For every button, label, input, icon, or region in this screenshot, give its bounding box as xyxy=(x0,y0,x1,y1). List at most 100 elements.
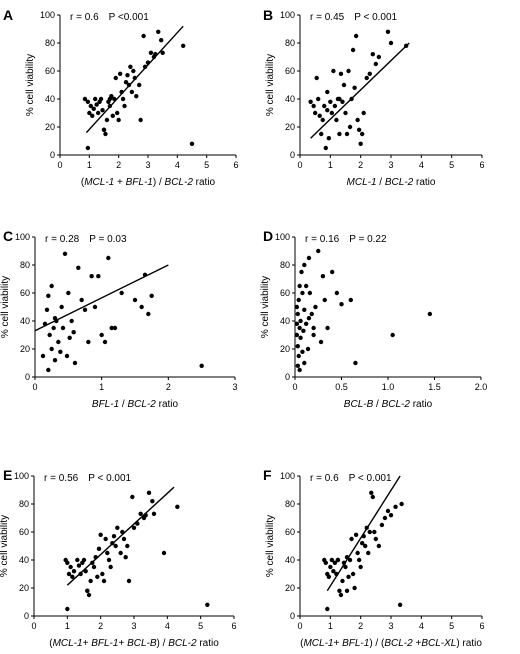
data-point-c xyxy=(139,304,144,310)
y-tick-label-d: 80 xyxy=(280,260,290,270)
data-point-e xyxy=(108,564,113,570)
data-point-b xyxy=(376,54,382,60)
data-point-c xyxy=(69,318,74,324)
data-point-a xyxy=(128,64,133,70)
data-point-b xyxy=(344,131,350,137)
data-point-d xyxy=(299,269,304,275)
regression-line-b xyxy=(310,42,410,139)
data-point-f xyxy=(343,564,348,570)
data-point-f xyxy=(356,557,362,563)
data-point-d xyxy=(297,367,302,373)
data-point-d xyxy=(296,297,301,303)
data-point-d xyxy=(300,290,305,296)
data-point-c xyxy=(119,290,124,296)
data-point-d xyxy=(300,349,305,354)
data-point-f xyxy=(358,564,363,570)
x-tick-label-b: 2 xyxy=(358,160,363,170)
data-point-b xyxy=(323,145,328,151)
y-tick-label-e: 60 xyxy=(19,527,29,537)
stat-r-c: r = 0.28 xyxy=(45,234,80,245)
regression-line-e xyxy=(66,486,175,586)
data-point-a xyxy=(189,141,195,146)
stats-f: r = 0.6 P < 0.001 xyxy=(310,473,392,484)
stat-p-c: P = 0.03 xyxy=(89,234,127,245)
data-point-b xyxy=(341,82,347,88)
data-point-a xyxy=(113,75,118,81)
data-point-a xyxy=(115,110,120,116)
data-point-e xyxy=(105,550,110,556)
data-point-e xyxy=(91,564,97,570)
y-tick-label-a: 80 xyxy=(45,38,55,48)
data-point-d xyxy=(298,335,303,340)
data-point-b xyxy=(325,89,330,95)
y-tick-label-b: 0 xyxy=(290,150,295,160)
data-point-d xyxy=(313,304,318,310)
data-point-b xyxy=(343,110,348,116)
data-point-e xyxy=(95,574,100,579)
y-tick-label-a: 100 xyxy=(40,10,55,20)
data-point-c xyxy=(146,311,151,317)
data-point-c xyxy=(62,251,68,256)
data-point-c xyxy=(46,293,51,298)
data-point-b xyxy=(337,131,342,137)
x-tick-label-b: 1 xyxy=(328,160,333,170)
x-tick-label-a: 1 xyxy=(87,160,92,170)
data-point-b xyxy=(352,85,357,91)
stats-d: r = 0.16 P = 0.22 xyxy=(305,234,387,245)
data-point-f xyxy=(331,569,336,574)
data-point-f xyxy=(393,504,398,509)
data-point-b xyxy=(338,71,344,77)
data-point-f xyxy=(399,501,404,507)
y-tick-label-f: 100 xyxy=(280,471,295,481)
data-point-c xyxy=(99,332,104,338)
y-tick-label-c: 40 xyxy=(20,316,30,326)
data-point-c xyxy=(71,330,76,335)
x-axis-label-a: (MCL-1 + BFL-1) / BCL-2 ratio xyxy=(81,177,216,188)
data-point-d xyxy=(295,311,300,317)
data-point-a xyxy=(148,50,154,55)
data-point-e xyxy=(103,536,108,542)
data-point-f xyxy=(388,513,394,518)
data-point-e xyxy=(121,536,127,542)
data-point-f xyxy=(347,557,353,563)
x-tick-label-d: 1.5 xyxy=(428,382,441,392)
y-tick-label-a: 40 xyxy=(45,94,55,104)
data-point-c xyxy=(96,274,101,279)
x-tick-label-c: 0 xyxy=(32,382,37,392)
data-point-e xyxy=(98,532,103,537)
data-point-f xyxy=(341,560,347,565)
data-point-b xyxy=(347,124,353,130)
data-point-e xyxy=(66,571,72,577)
data-point-c xyxy=(89,274,94,279)
x-tick-label-e: 5 xyxy=(198,621,203,631)
data-point-b xyxy=(358,141,363,146)
x-tick-label-d: 2.0 xyxy=(475,382,488,392)
data-point-a xyxy=(116,117,121,123)
data-point-a xyxy=(87,110,92,116)
data-point-f xyxy=(382,515,388,521)
data-point-d xyxy=(297,283,302,289)
data-point-e xyxy=(78,571,83,577)
data-point-b xyxy=(320,117,325,123)
data-point-b xyxy=(312,110,318,116)
panel-letter-d: D xyxy=(263,228,273,244)
data-point-c xyxy=(47,332,52,338)
x-tick-label-f: 6 xyxy=(479,621,484,631)
data-point-a xyxy=(129,89,135,95)
data-point-b xyxy=(350,47,356,53)
y-axis-label-c: % cell viability xyxy=(0,276,11,338)
data-point-a xyxy=(181,43,186,48)
data-point-d xyxy=(322,297,327,303)
data-point-e xyxy=(118,550,123,556)
x-tick-label-d: 0 xyxy=(292,382,297,392)
data-point-f xyxy=(367,529,372,535)
panel-letter-e: E xyxy=(3,467,12,483)
x-tick-label-a: 5 xyxy=(204,160,209,170)
data-point-c xyxy=(59,304,64,310)
data-point-b xyxy=(329,110,335,116)
data-point-d xyxy=(339,302,344,307)
